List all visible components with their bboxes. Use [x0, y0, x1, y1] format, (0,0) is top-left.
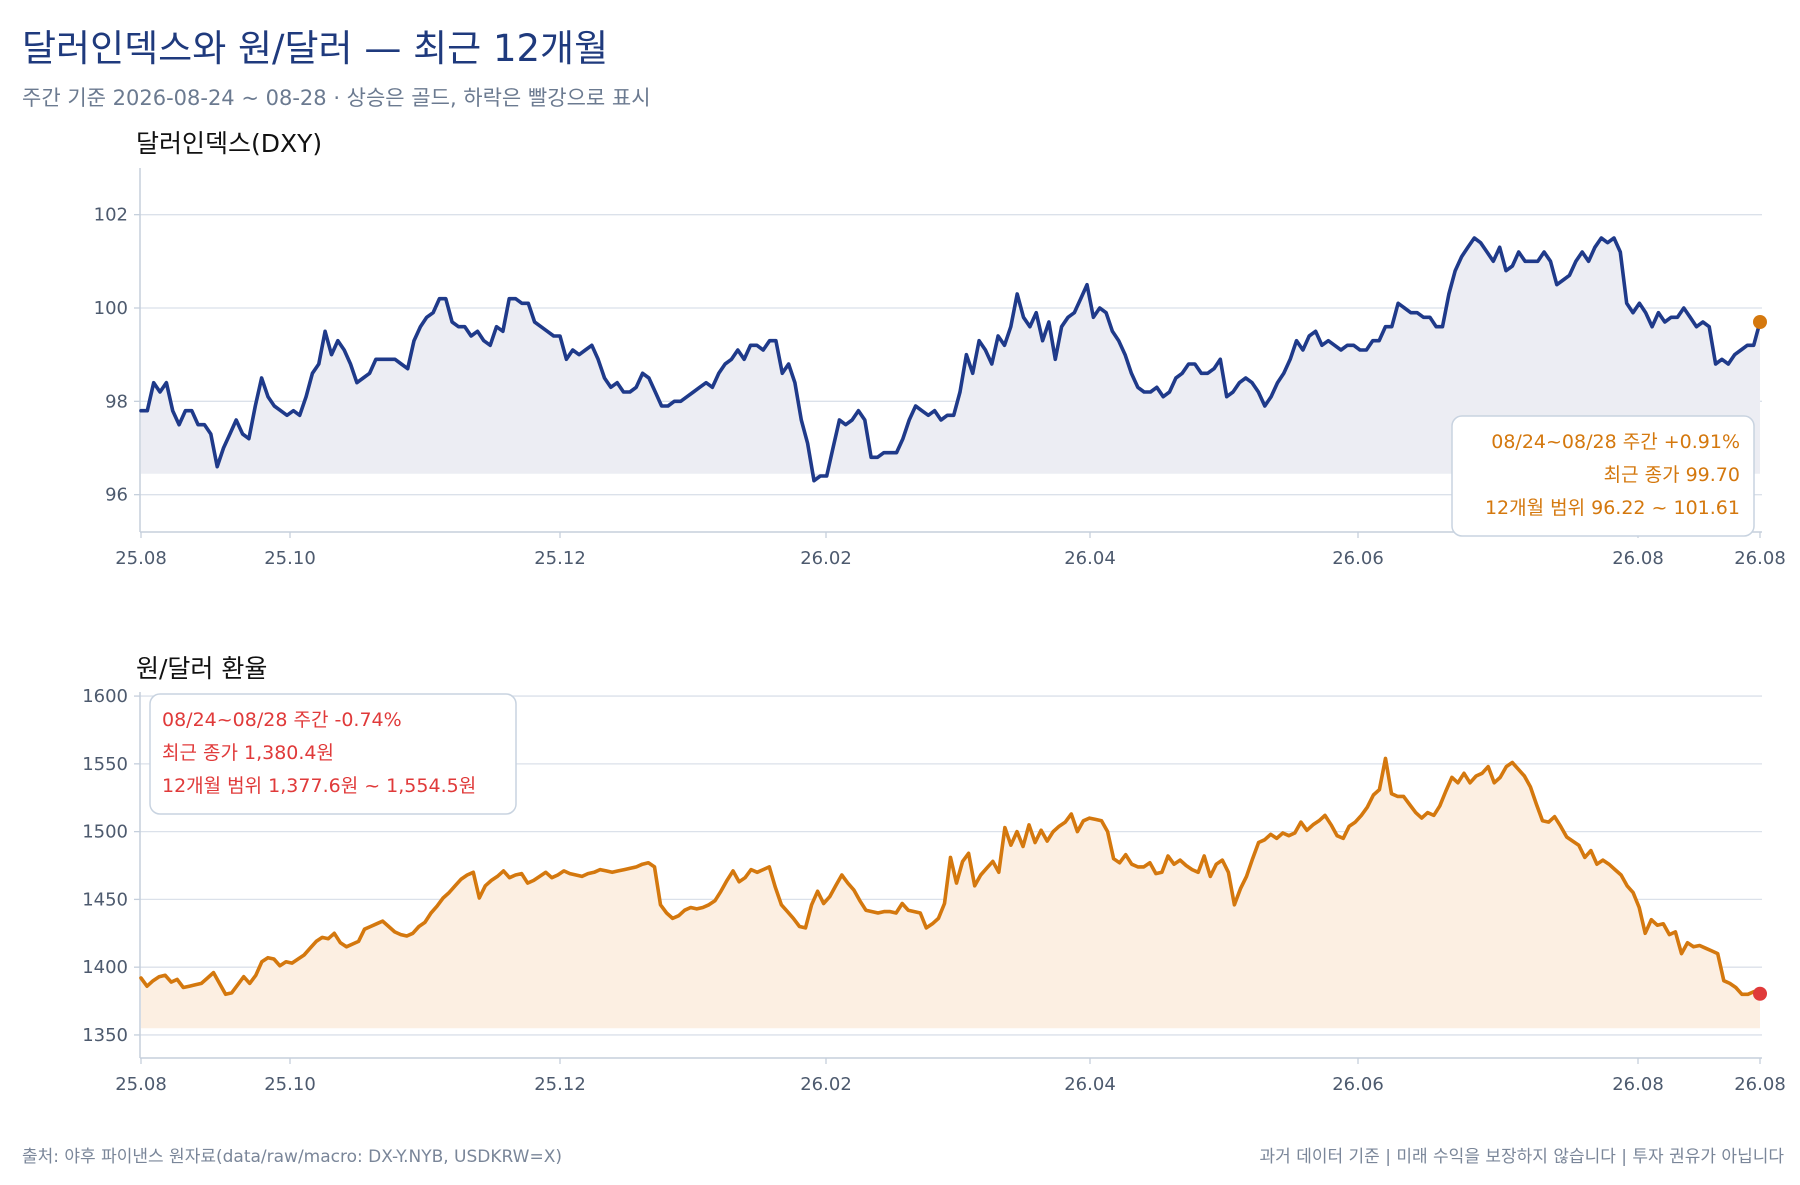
krw-area-fill — [141, 758, 1760, 1029]
krw-last-point — [1753, 986, 1767, 1001]
dxy-y-tick-label: 102 — [94, 205, 128, 226]
dxy-x-tick-label: 26.08 — [1612, 548, 1664, 569]
krw-x-tick-label: 26.08 — [1612, 1074, 1664, 1095]
krw-x-tick-label: 25.10 — [264, 1074, 316, 1095]
dxy-x-tick-label: 26.02 — [800, 548, 852, 569]
dxy-y-tick-label: 96 — [105, 485, 128, 506]
krw-y-tick-label: 1450 — [82, 889, 128, 910]
dxy-area-fill — [141, 238, 1760, 481]
source-note: 출처: 야후 파이낸스 원자료(data/raw/macro: DX-Y.NYB… — [22, 1147, 562, 1167]
dxy-last-point — [1753, 315, 1767, 329]
krw-y-tick-label: 1600 — [82, 686, 128, 707]
krw-y-tick-label: 1550 — [82, 754, 128, 775]
krw-x-tick-label: 26.08 — [1734, 1074, 1786, 1095]
krw-panel: 원/달러 환율 1350 1400 1450 1500 1550 1600 25.08 25.1… — [82, 654, 1786, 1095]
krw-annotation-line: 08/24~08/28 주간 -0.74% — [162, 709, 402, 731]
dxy-x-tick-label: 25.08 — [115, 548, 167, 569]
dxy-x-tick-label: 25.10 — [264, 548, 316, 569]
dxy-panel: 달러인덱스(DXY) 96 98 100 102 25.08 25.10 25.12 26.02… — [94, 129, 1786, 569]
dxy-annotation-box — [1451, 415, 1755, 537]
krw-x-tick-label: 25.08 — [115, 1074, 167, 1095]
dxy-x-tick-label: 25.12 — [534, 548, 586, 569]
dxy-annotation-line: 08/24~08/28 주간 +0.91% — [1491, 431, 1740, 453]
krw-y-tick-label: 1400 — [82, 957, 128, 978]
dxy-x-tick-label: 26.04 — [1064, 548, 1116, 569]
krw-annotation-box — [149, 693, 517, 815]
dxy-series-line — [139, 236, 1762, 483]
krw-series-line — [139, 756, 1762, 997]
krw-annotation-line: 12개월 범위 1,377.6원 ~ 1,554.5원 — [162, 775, 476, 797]
dxy-y-tick-label: 100 — [94, 298, 128, 319]
krw-y-tick-label: 1500 — [82, 822, 128, 843]
dxy-panel-title: 달러인덱스(DXY) — [136, 129, 322, 158]
dxy-annotation-line: 최근 종가 99.70 — [1604, 464, 1740, 486]
krw-panel-title: 원/달러 환율 — [136, 654, 267, 683]
krw-annotation-line: 최근 종가 1,380.4원 — [162, 742, 334, 764]
krw-x-tick-label: 26.06 — [1332, 1074, 1384, 1095]
krw-x-tick-label: 25.12 — [534, 1074, 586, 1095]
page-subtitle: 주간 기준 2026-08-24 ~ 08-28 · 상승은 골드, 하락은 빨… — [22, 86, 651, 110]
disclaimer-note: 과거 데이터 기준 | 미래 수익을 보장하지 않습니다 | 투자 권유가 아닙… — [1259, 1147, 1784, 1167]
dxy-annotation-line: 12개월 범위 96.22 ~ 101.61 — [1485, 497, 1740, 519]
page-title: 달러인덱스와 원/달러 — 최근 12개월 — [22, 27, 609, 70]
dxy-y-tick-label: 98 — [105, 391, 128, 412]
dxy-x-tick-label: 26.08 — [1734, 548, 1786, 569]
dxy-x-tick-label: 26.06 — [1332, 548, 1384, 569]
krw-y-tick-label: 1350 — [82, 1025, 128, 1046]
krw-x-tick-label: 26.02 — [800, 1074, 852, 1095]
krw-x-tick-label: 26.04 — [1064, 1074, 1116, 1095]
